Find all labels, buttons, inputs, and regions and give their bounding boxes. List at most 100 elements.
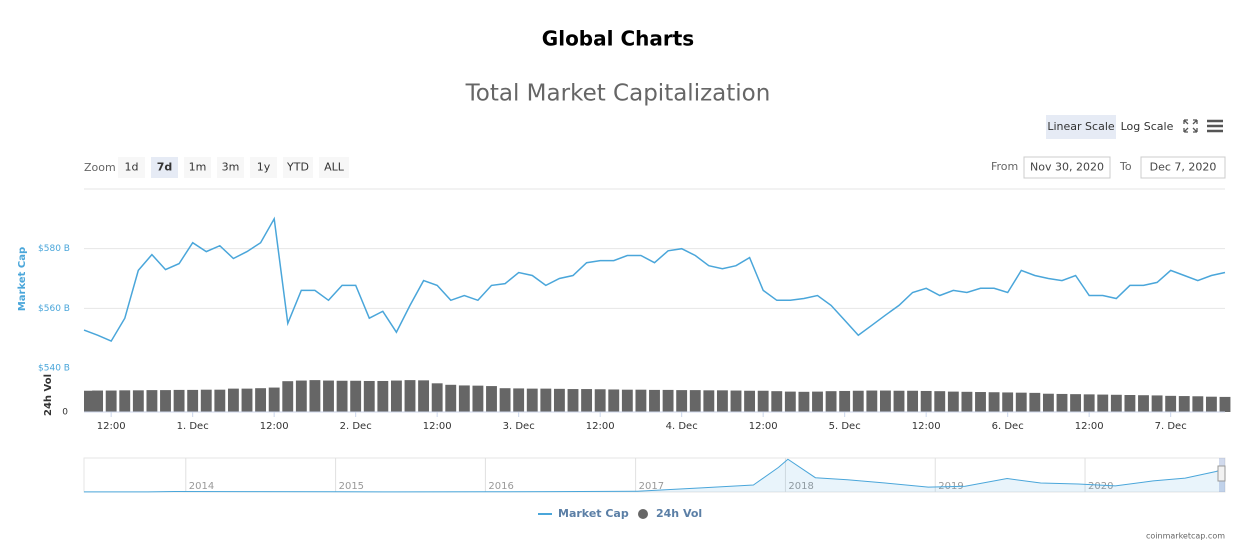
volume-bar: [105, 390, 117, 412]
volume-bar: [431, 383, 443, 412]
volume-bar: [255, 388, 267, 412]
volume-bar: [377, 380, 389, 412]
volume-bar: [907, 390, 919, 412]
chart-title: Total Market Capitalization: [465, 81, 771, 107]
navigator-handle[interactable]: [1217, 465, 1226, 482]
x-tick-label: 1. Dec: [177, 421, 209, 432]
volume-bar: [404, 380, 416, 412]
zoom-button[interactable]: 3m: [222, 161, 240, 174]
volume-bar: [839, 390, 851, 412]
volume-bar: [200, 389, 212, 412]
x-tick-label: 2. Dec: [340, 421, 372, 432]
volume-bar: [1178, 396, 1190, 412]
volume-bar: [1165, 395, 1177, 412]
volume-bar: [866, 390, 878, 412]
x-tick-label: 12:00: [586, 421, 615, 432]
volume-bar: [689, 390, 701, 412]
legend-label[interactable]: Market Cap: [558, 507, 629, 520]
page-title: Global Charts: [542, 27, 694, 51]
volume-bar: [594, 389, 606, 412]
volume-bar: [812, 391, 823, 412]
x-tick-label: 3. Dec: [503, 421, 535, 432]
zoom-button[interactable]: ALL: [324, 161, 345, 174]
from-date[interactable]: Nov 30, 2020: [1030, 161, 1104, 174]
volume-bar: [445, 384, 457, 412]
from-label: From: [991, 160, 1018, 173]
x-tick-label: 6. Dec: [992, 421, 1024, 432]
navigator-line: [84, 458, 1226, 493]
volume-bar: [282, 381, 294, 412]
volume-bar: [1151, 395, 1163, 412]
zoom-button-bg[interactable]: [250, 157, 277, 178]
to-input[interactable]: [1140, 156, 1226, 179]
volume-bar: [934, 391, 946, 412]
volume-bar: [1110, 394, 1122, 412]
zoom-button-bg[interactable]: [151, 157, 178, 178]
fullscreen-icon[interactable]: [1183, 119, 1198, 133]
x-tick-label: 12:00: [423, 421, 452, 432]
zoom-button-bg[interactable]: [319, 157, 349, 178]
volume-bar: [268, 387, 280, 412]
scale-button[interactable]: Log Scale: [1121, 120, 1174, 133]
scale-button[interactable]: Linear Scale: [1047, 120, 1115, 133]
zoom-button[interactable]: 1m: [189, 161, 207, 174]
zoom-button[interactable]: 1d: [125, 161, 139, 174]
x-tick-label: 12:00: [97, 421, 126, 432]
x-tick-label: 7. Dec: [1155, 421, 1187, 432]
volume-bar: [486, 386, 497, 412]
volume-bar: [418, 380, 430, 412]
volume-bar: [1124, 395, 1136, 412]
y-tick-label: $580 B: [38, 244, 70, 254]
menu-icon[interactable]: [1207, 119, 1223, 133]
to-label: To: [1119, 160, 1132, 173]
volume-bar: [798, 391, 810, 412]
volume-bar: [621, 389, 633, 412]
zoom-button-bg[interactable]: [184, 157, 211, 178]
y2-tick-label: 0: [62, 408, 68, 418]
volume-bar: [350, 380, 362, 412]
navigator-tick-label: 2014: [189, 481, 214, 492]
volume-bar: [988, 392, 1000, 412]
navigator-tick-label: 2017: [639, 481, 664, 492]
legend-label[interactable]: 24h Vol: [656, 507, 702, 520]
y2-axis-title: 24h Vol: [43, 374, 54, 416]
volume-bar: [567, 389, 579, 412]
zoom-button[interactable]: 1y: [257, 161, 271, 174]
zoom-button-bg[interactable]: [118, 157, 145, 178]
x-tick-label: 12:00: [912, 421, 941, 432]
volume-bar: [119, 390, 131, 412]
from-input[interactable]: [1023, 156, 1111, 179]
zoom-button-bg[interactable]: [283, 157, 313, 178]
volume-bar: [852, 390, 864, 412]
x-tick-label: 5. Dec: [829, 421, 861, 432]
volume-bar: [1219, 396, 1231, 412]
volume-bar: [526, 388, 538, 412]
y-axis-title: Market Cap: [17, 247, 28, 311]
volume-bar: [92, 390, 104, 412]
volume-bar: [975, 392, 986, 412]
volume-bar: [472, 385, 484, 412]
volume-bar: [1097, 394, 1109, 412]
volume-bar: [608, 389, 620, 412]
volume-bar: [214, 389, 226, 412]
scale-button-bg[interactable]: [1046, 115, 1116, 139]
legend-dot-symbol: [638, 509, 648, 519]
volume-bar: [649, 389, 660, 412]
zoom-button[interactable]: YTD: [286, 161, 309, 174]
volume-bar: [1002, 392, 1014, 412]
volume-bar: [757, 390, 769, 412]
navigator-tick-label: 2018: [788, 481, 813, 492]
zoom-label: Zoom: [84, 161, 116, 174]
zoom-button-bg[interactable]: [217, 157, 244, 178]
zoom-button[interactable]: 7d: [157, 161, 173, 174]
volume-bar: [295, 380, 307, 412]
volume-bar: [84, 390, 95, 412]
volume-bar: [635, 389, 647, 412]
volume-bar: [879, 390, 891, 412]
navigator-tick-label: 2016: [488, 481, 513, 492]
volume-bar: [1042, 393, 1054, 412]
volume-bar: [716, 390, 728, 412]
volume-bar: [947, 391, 959, 412]
volume-bar: [499, 388, 511, 412]
to-date[interactable]: Dec 7, 2020: [1150, 161, 1217, 174]
